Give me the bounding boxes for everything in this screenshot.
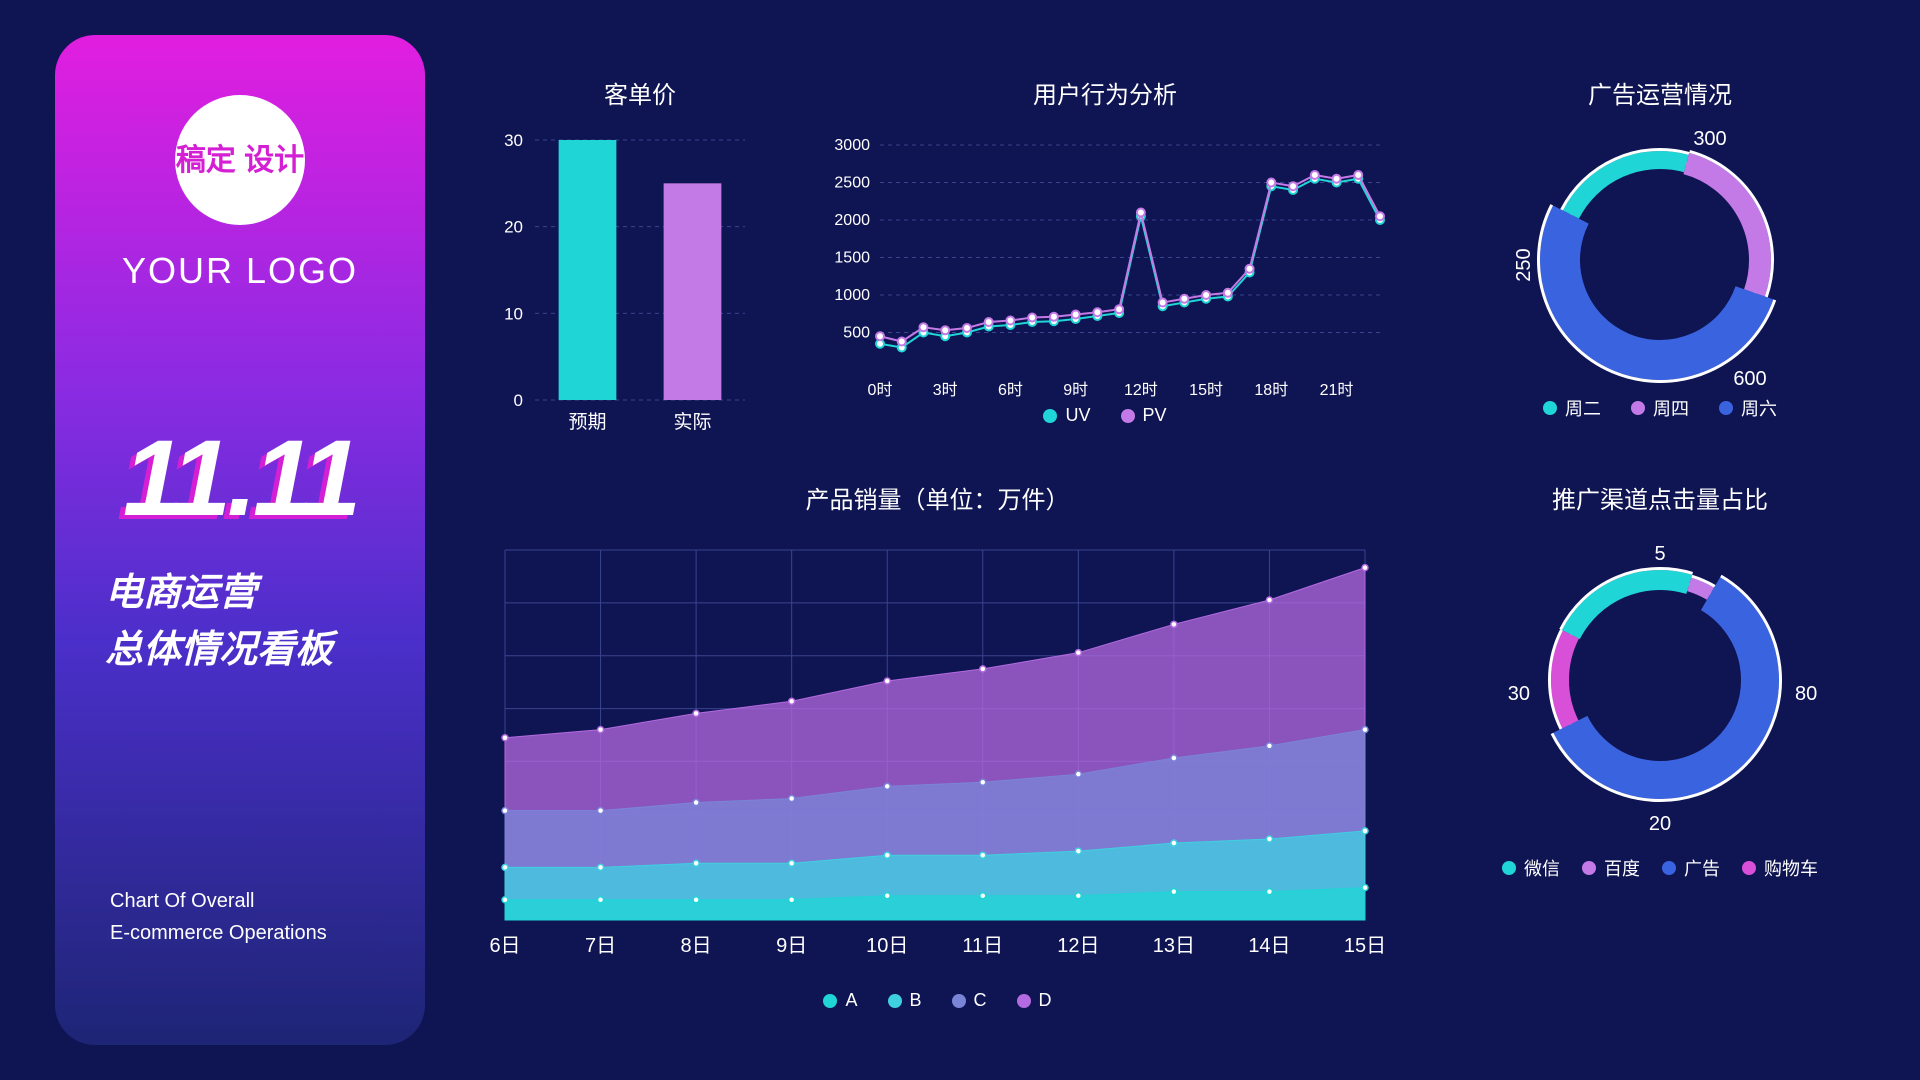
- svg-text:1000: 1000: [834, 287, 870, 304]
- legend-item: 周二: [1543, 395, 1601, 421]
- legend-item: UV: [1043, 405, 1090, 426]
- svg-text:20: 20: [1649, 813, 1671, 835]
- svg-text:13日: 13日: [1153, 935, 1195, 957]
- svg-text:5: 5: [1654, 543, 1665, 565]
- svg-text:3000: 3000: [834, 137, 870, 154]
- svg-text:10日: 10日: [866, 935, 908, 957]
- legend-item: A: [823, 990, 857, 1011]
- svg-text:15时: 15时: [1189, 381, 1223, 399]
- line-chart-legend: UV PV: [820, 405, 1390, 426]
- left-brand-panel: 稿定 设计 YOUR LOGO 11.11 11.11 电商运营 总体情况看板 …: [55, 35, 425, 1045]
- logo-circle: 稿定 设计: [175, 95, 305, 225]
- donut2-chart: 30 5 80 20: [1450, 530, 1870, 850]
- bar-chart-title: 客单价: [485, 75, 795, 110]
- donut2-legend: 微信百度广告购物车: [1450, 855, 1870, 881]
- svg-text:300: 300: [1693, 128, 1726, 150]
- logo-circle-text: 稿定 设计: [176, 144, 304, 177]
- line-chart-card: 用户行为分析 500 1000 1500 2000 2500 3000 0时 3时 6时 9时 12…: [820, 75, 1390, 445]
- svg-text:10: 10: [504, 304, 523, 323]
- donut2-card: 推广渠道点击量占比 30 5 80 20 微信百度广告购物车: [1450, 480, 1870, 1030]
- legend-item: 百度: [1582, 855, 1640, 881]
- svg-text:3时: 3时: [933, 381, 958, 399]
- bar-chart-card: 客单价 0 10 20 30 预期 实际: [485, 75, 795, 445]
- legend-item: 微信: [1502, 855, 1560, 881]
- svg-text:实际: 实际: [673, 411, 711, 430]
- legend-item: 广告: [1662, 855, 1720, 881]
- dashboard-subtitle: 电商运营 总体情况看板: [105, 565, 333, 679]
- svg-text:250: 250: [1513, 248, 1535, 281]
- legend-item: B: [888, 990, 922, 1011]
- svg-text:1500: 1500: [834, 250, 870, 267]
- svg-text:0: 0: [514, 391, 523, 410]
- eleven-eleven: 11.11 11.11: [123, 415, 357, 540]
- svg-text:2000: 2000: [834, 212, 870, 229]
- line-chart-title: 用户行为分析: [820, 75, 1390, 110]
- svg-text:21时: 21时: [1320, 381, 1354, 399]
- area-chart-title: 产品销量（单位：万件）: [485, 480, 1390, 515]
- svg-text:600: 600: [1733, 368, 1766, 390]
- svg-text:9日: 9日: [776, 935, 807, 957]
- donut2-title: 推广渠道点击量占比: [1450, 480, 1870, 515]
- svg-text:11日: 11日: [962, 935, 1003, 957]
- svg-text:30: 30: [1508, 683, 1530, 705]
- svg-text:14日: 14日: [1248, 935, 1290, 957]
- svg-text:7日: 7日: [585, 935, 616, 957]
- line-chart: 500 1000 1500 2000 2500 3000 0时 3时 6时 9时 12时 15时 18时…: [820, 110, 1390, 400]
- svg-text:18时: 18时: [1254, 381, 1288, 399]
- area-chart-card: 产品销量（单位：万件） 6日 7日 8日 9日 10日 11日 12日 13日 14日 15日 A…: [485, 480, 1390, 1030]
- svg-text:500: 500: [843, 325, 870, 342]
- svg-text:30: 30: [504, 131, 523, 150]
- donut1-chart: 250 300 600: [1450, 110, 1870, 390]
- logo-label: YOUR LOGO: [55, 250, 425, 292]
- svg-text:20: 20: [504, 218, 523, 237]
- svg-text:15日: 15日: [1344, 935, 1386, 957]
- legend-item: C: [952, 990, 987, 1011]
- area-chart: 6日 7日 8日 9日 10日 11日 12日 13日 14日 15日: [485, 540, 1390, 970]
- donut1-title: 广告运营情况: [1450, 75, 1870, 110]
- svg-text:预期: 预期: [568, 411, 606, 430]
- svg-text:0时: 0时: [868, 381, 893, 399]
- svg-text:2500: 2500: [834, 175, 870, 192]
- legend-item: PV: [1121, 405, 1167, 426]
- bar-chart: 0 10 20 30 预期 实际: [485, 110, 795, 430]
- english-caption: Chart Of Overall E-commerce Operations: [110, 885, 327, 949]
- donut1-card: 广告运营情况 250 300 600 周二 周四 周六: [1450, 75, 1870, 445]
- svg-text:6日: 6日: [489, 935, 520, 957]
- legend-item: D: [1017, 990, 1052, 1011]
- svg-text:12日: 12日: [1057, 935, 1099, 957]
- svg-text:8日: 8日: [681, 935, 712, 957]
- svg-text:80: 80: [1795, 683, 1817, 705]
- svg-text:12时: 12时: [1124, 381, 1158, 399]
- legend-item: 周六: [1719, 395, 1777, 421]
- donut1-legend: 周二 周四 周六: [1450, 395, 1870, 421]
- legend-item: 周四: [1631, 395, 1689, 421]
- svg-text:6时: 6时: [998, 381, 1023, 399]
- svg-text:9时: 9时: [1063, 381, 1088, 399]
- area-chart-legend: A B C D: [485, 990, 1390, 1011]
- legend-item: 购物车: [1742, 855, 1818, 881]
